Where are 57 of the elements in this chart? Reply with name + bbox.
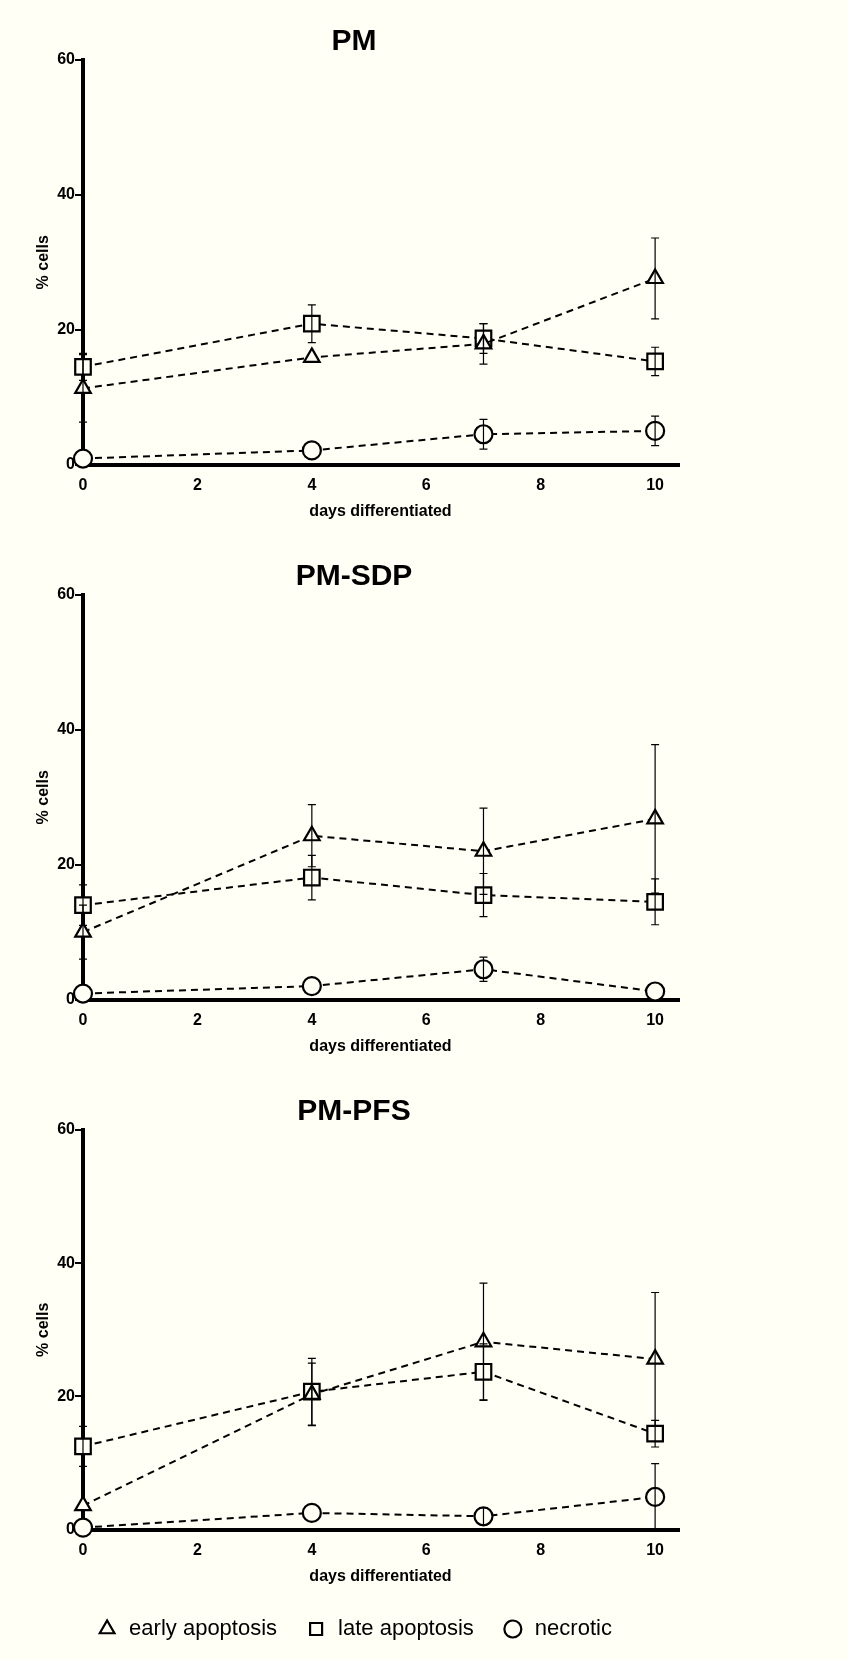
x-tick-label: 6: [421, 475, 431, 493]
y-tick-label: 20: [57, 320, 76, 338]
point: [72, 1517, 94, 1538]
point: [301, 976, 322, 997]
point: [474, 1362, 493, 1381]
x-tick-label: 4: [307, 1010, 317, 1028]
y-axis-title: % cells: [34, 1302, 52, 1357]
point: [302, 868, 321, 887]
point: [473, 424, 494, 445]
chart-title: PM-SDP: [295, 558, 413, 592]
y-tick-label: 20: [57, 855, 76, 873]
x-tick-label: 6: [421, 1540, 431, 1558]
y-tick-label: 40: [57, 1253, 76, 1271]
x-tick-label: 2: [192, 475, 202, 493]
y-tick-label: 60: [57, 50, 76, 68]
x-tick-label: 2: [192, 1540, 202, 1558]
chart-title: PM-PFS: [297, 1093, 411, 1127]
y-tick-label: 60: [57, 1120, 76, 1138]
y-tick-label: 0: [66, 455, 76, 473]
x-tick-label: 0: [78, 1010, 88, 1028]
y-tick-label: 60: [57, 585, 76, 603]
x-tick-label: 8: [536, 1010, 546, 1028]
point: [74, 1437, 92, 1456]
point: [474, 886, 493, 904]
y-tick-label: 40: [57, 720, 76, 738]
x-tick-label: 0: [78, 1540, 88, 1558]
point: [302, 314, 321, 333]
x-tick-label: 10: [646, 1540, 665, 1558]
x-tick-label: 8: [536, 475, 546, 493]
chart-title: PM: [331, 23, 377, 57]
point: [302, 347, 321, 363]
x-tick-label: 0: [78, 475, 88, 493]
x-tick-label: 6: [421, 1010, 431, 1028]
y-tick-label: 0: [66, 990, 76, 1008]
point: [301, 1502, 322, 1524]
y-tick-label: 40: [57, 185, 76, 203]
y-tick-label: 20: [57, 1386, 76, 1404]
point: [74, 357, 92, 376]
point: [301, 440, 322, 461]
x-axis-title: days differentiated: [309, 501, 452, 519]
point: [74, 896, 92, 915]
x-tick-label: 10: [646, 475, 665, 493]
y-axis-title: % cells: [34, 235, 52, 290]
x-tick-label: 4: [307, 475, 317, 493]
y-tick-label: 0: [66, 1520, 76, 1538]
legend-label: necrotic: [534, 1615, 612, 1641]
legend-label: early apoptosis: [129, 1615, 278, 1641]
x-tick-label: 10: [646, 1010, 665, 1028]
legend-label: late apoptosis: [338, 1615, 474, 1641]
x-tick-label: 2: [192, 1010, 202, 1028]
y-axis-title: % cells: [34, 770, 52, 825]
x-axis-title: days differentiated: [309, 1036, 452, 1054]
x-axis-title: days differentiated: [309, 1566, 452, 1584]
point: [645, 981, 666, 1002]
x-tick-label: 8: [536, 1540, 546, 1558]
x-tick-label: 4: [307, 1540, 317, 1558]
point: [473, 959, 494, 980]
